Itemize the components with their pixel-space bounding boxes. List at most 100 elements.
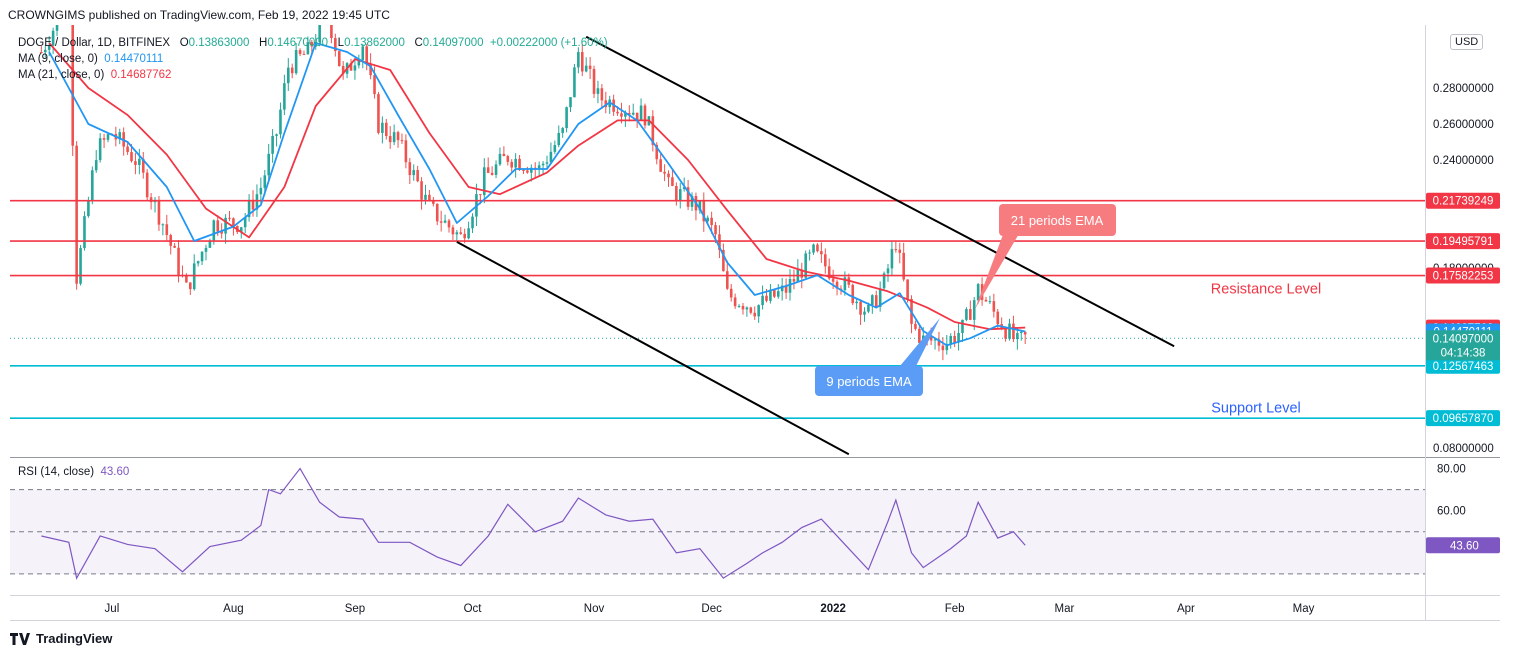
candle-body[interactable] (639, 105, 643, 120)
candle-body[interactable] (1004, 328, 1007, 339)
candle-body[interactable] (357, 60, 361, 66)
candle-body[interactable] (267, 153, 270, 176)
candle-body[interactable] (259, 187, 263, 195)
candle-body[interactable] (40, 52, 43, 53)
candle-body[interactable] (757, 305, 760, 317)
candle-body[interactable] (439, 221, 443, 223)
candle-body[interactable] (145, 172, 149, 198)
candle-body[interactable] (753, 312, 757, 317)
candle-body[interactable] (334, 38, 337, 52)
price-tag[interactable] (1426, 233, 1500, 250)
candle-body[interactable] (761, 295, 764, 306)
candle-body[interactable] (514, 158, 517, 168)
candle-body[interactable] (428, 194, 431, 201)
candle-body[interactable] (827, 266, 831, 279)
candle-body[interactable] (47, 45, 51, 50)
candle-body[interactable] (882, 273, 886, 289)
candle-body[interactable] (996, 311, 1000, 325)
candle-body[interactable] (580, 52, 584, 72)
candle-body[interactable] (886, 268, 890, 274)
candle-body[interactable] (863, 311, 866, 315)
candle-body[interactable] (835, 281, 839, 289)
candle-body[interactable] (200, 251, 204, 262)
candle-body[interactable] (157, 199, 161, 225)
candle-body[interactable] (424, 194, 427, 200)
candle-body[interactable] (929, 336, 933, 341)
candle-body[interactable] (780, 285, 784, 292)
candle-body[interactable] (79, 248, 82, 284)
candle-body[interactable] (871, 295, 874, 305)
candle-body[interactable] (855, 301, 858, 304)
candle-body[interactable] (443, 220, 447, 223)
candle-body[interactable] (784, 285, 788, 293)
candle-body[interactable] (659, 159, 662, 172)
candle-body[interactable] (408, 162, 412, 176)
candle-body[interactable] (706, 217, 710, 222)
candle-body[interactable] (318, 19, 321, 42)
candle-body[interactable] (243, 217, 247, 228)
candle-body[interactable] (118, 132, 122, 140)
candle-body[interactable] (451, 227, 455, 235)
candle-body[interactable] (196, 261, 200, 264)
candle-body[interactable] (561, 128, 564, 133)
candle-body[interactable] (545, 162, 549, 164)
candle-body[interactable] (537, 165, 541, 169)
candle-body[interactable] (592, 68, 596, 94)
candle-body[interactable] (306, 42, 310, 55)
candle-body[interactable] (918, 328, 921, 343)
candle-body[interactable] (831, 278, 835, 282)
ma9-legend[interactable]: MA (9, close, 0) 0.14470111 (18, 53, 163, 65)
candle-body[interactable] (894, 249, 898, 251)
candle-body[interactable] (878, 288, 882, 308)
candle-body[interactable] (628, 112, 631, 115)
candle-body[interactable] (588, 65, 592, 69)
candle-body[interactable] (937, 339, 941, 346)
candle-body[interactable] (808, 252, 811, 254)
candle-body[interactable] (275, 134, 278, 136)
candle-body[interactable] (702, 201, 706, 222)
candle-body[interactable] (102, 138, 106, 140)
candle-body[interactable] (400, 140, 404, 142)
candle-body[interactable] (94, 160, 98, 171)
candle-body[interactable] (733, 297, 737, 307)
candle-body[interactable] (185, 275, 188, 283)
candle-body[interactable] (745, 307, 749, 310)
candle-body[interactable] (773, 289, 776, 297)
rsi-tag[interactable] (1426, 537, 1500, 554)
candle-body[interactable] (823, 254, 827, 267)
candle-body[interactable] (510, 161, 514, 168)
ma21-legend[interactable]: MA (21, close, 0) 0.14687762 (18, 69, 171, 81)
candle-body[interactable] (655, 144, 659, 160)
candle-body[interactable] (737, 305, 741, 307)
candle-body[interactable] (369, 63, 372, 76)
candle-body[interactable] (686, 187, 690, 207)
candle-body[interactable] (467, 228, 470, 239)
tradingview-footer[interactable]: TradingView (10, 631, 112, 646)
candle-body[interactable] (812, 244, 815, 253)
candle-body[interactable] (667, 173, 670, 178)
candle-body[interactable] (1023, 331, 1027, 335)
candle-body[interactable] (490, 172, 494, 175)
candle-body[interactable] (851, 284, 855, 304)
candle-body[interactable] (377, 94, 380, 133)
ma9-line[interactable] (48, 42, 1026, 347)
candle-body[interactable] (976, 284, 980, 301)
candle-body[interactable] (302, 53, 306, 55)
candle-body[interactable] (1012, 323, 1015, 340)
candle-body[interactable] (420, 181, 423, 200)
candle-body[interactable] (988, 301, 992, 303)
candle-body[interactable] (714, 225, 717, 235)
candle-body[interactable] (902, 252, 905, 280)
candle-body[interactable] (635, 112, 639, 120)
candle-body[interactable] (530, 167, 533, 173)
candle-body[interactable] (820, 251, 823, 255)
candle-body[interactable] (522, 169, 525, 171)
candle-body[interactable] (216, 220, 220, 232)
candle-body[interactable] (75, 145, 78, 284)
candle-body[interactable] (134, 161, 137, 165)
candle-body[interactable] (396, 132, 400, 141)
candle-body[interactable] (643, 105, 647, 126)
candle-body[interactable] (718, 234, 721, 250)
candle-body[interactable] (663, 171, 666, 174)
